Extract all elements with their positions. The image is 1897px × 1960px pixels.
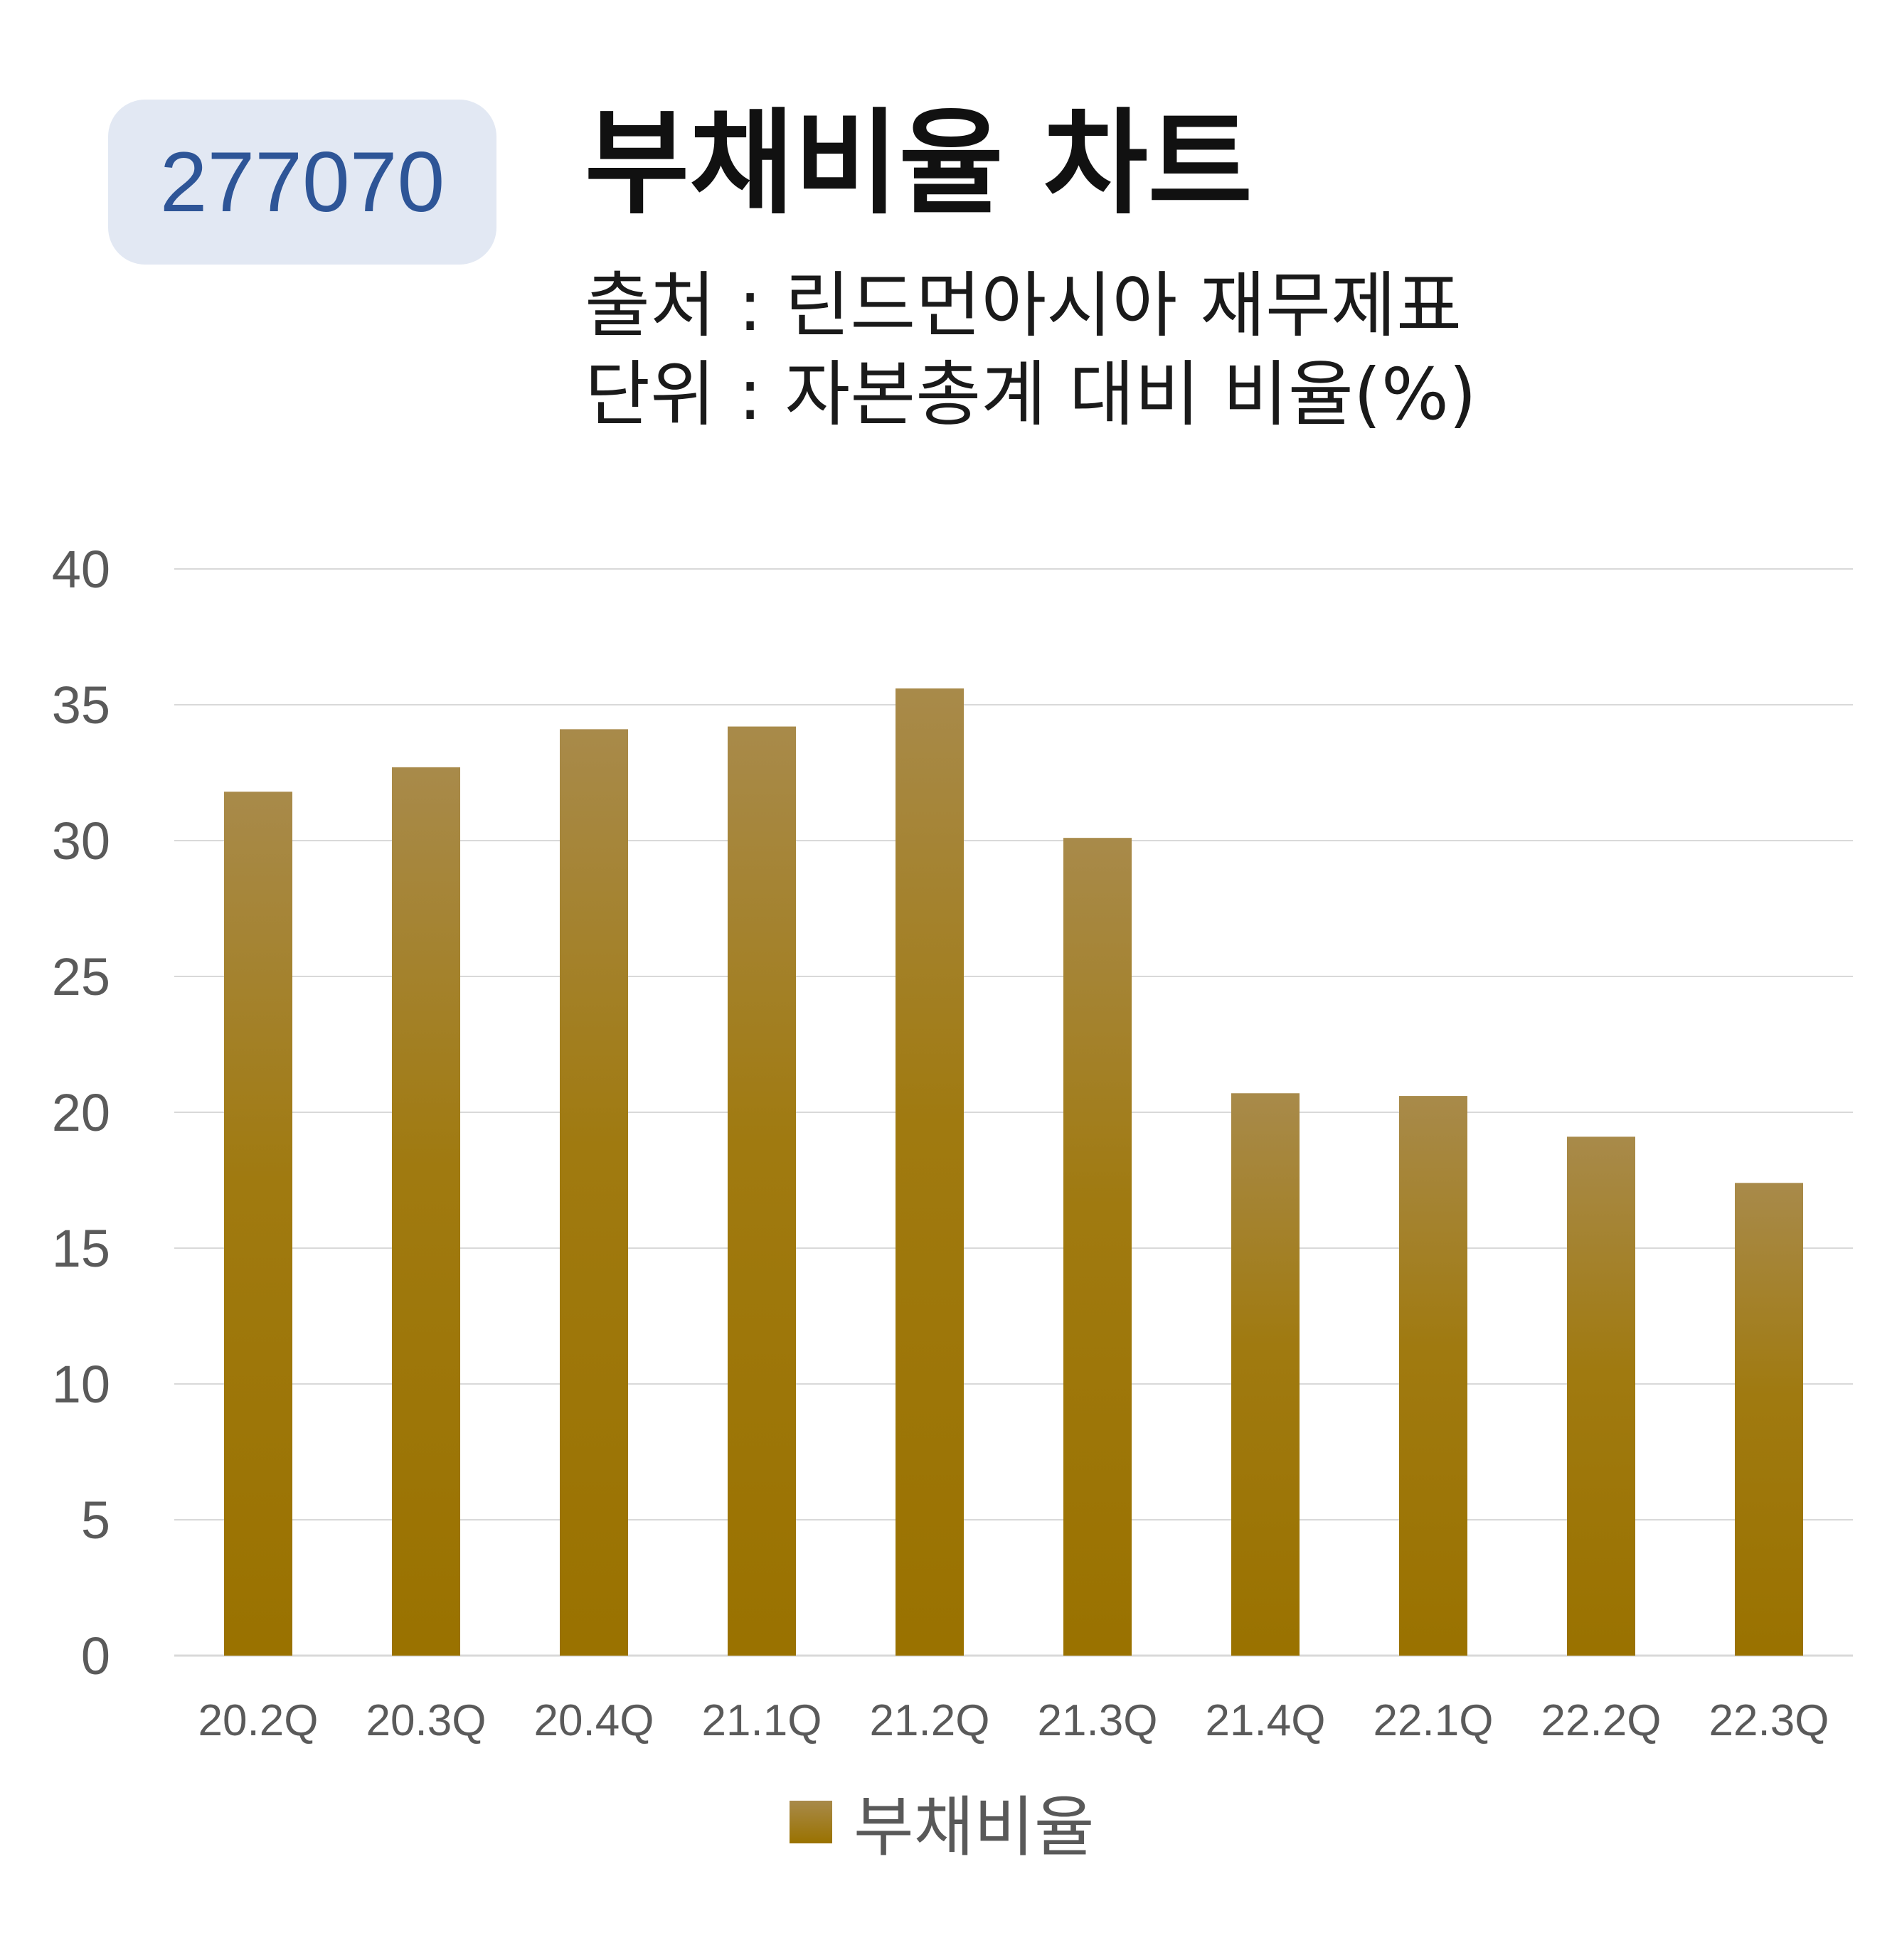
y-tick-label: 20	[52, 1083, 110, 1142]
chart-title: 부채비율 차트	[585, 97, 1253, 230]
bars	[224, 688, 1803, 1656]
unit-subtitle: 단위 : 자본총계 대비 비율(%)	[585, 353, 1477, 436]
x-tick-label: 21.2Q	[870, 1696, 990, 1745]
y-tick-label: 25	[52, 947, 110, 1006]
x-tick-label: 22.3Q	[1709, 1696, 1829, 1745]
bar-22.3Q	[1735, 1183, 1803, 1656]
legend-swatch	[790, 1800, 832, 1843]
y-axis-ticks: 0 5 10 15 20 25 30 35 40	[52, 540, 110, 1685]
x-tick-label: 21.3Q	[1038, 1696, 1158, 1745]
bar-21.2Q	[896, 688, 964, 1656]
bar-21.3Q	[1063, 838, 1132, 1656]
legend: 부채비율	[790, 1774, 1095, 1869]
legend-label: 부채비율	[854, 1789, 1095, 1865]
bar-20.3Q	[392, 767, 460, 1656]
x-tick-label: 22.1Q	[1373, 1696, 1494, 1745]
y-tick-label: 30	[52, 811, 110, 870]
x-tick-label: 22.2Q	[1541, 1696, 1662, 1745]
bar-20.4Q	[560, 729, 628, 1656]
bar-22.2Q	[1567, 1136, 1635, 1656]
bar-20.2Q	[224, 792, 292, 1656]
x-tick-label: 20.3Q	[366, 1696, 487, 1745]
y-tick-label: 10	[52, 1355, 110, 1414]
x-tick-label: 20.4Q	[534, 1696, 654, 1745]
bar-21.1Q	[728, 726, 796, 1656]
bar-22.1Q	[1399, 1096, 1467, 1656]
y-tick-label: 15	[52, 1219, 110, 1278]
y-tick-label: 35	[52, 676, 110, 735]
source-subtitle: 출처 : 린드먼아시아 재무제표	[585, 264, 1462, 347]
x-tick-label: 21.1Q	[702, 1696, 822, 1745]
y-tick-label: 0	[81, 1626, 110, 1685]
x-tick-label: 21.4Q	[1206, 1696, 1326, 1745]
y-tick-label: 5	[81, 1491, 110, 1550]
bar-21.4Q	[1231, 1093, 1300, 1656]
x-axis-labels: 20.2Q 20.3Q 20.4Q 21.1Q 21.2Q 21.3Q 21.4Q 22.1Q…	[198, 1696, 1829, 1745]
ticker-badge: 277070	[108, 100, 496, 265]
x-tick-label: 20.2Q	[198, 1696, 319, 1745]
y-tick-label: 40	[52, 540, 110, 599]
